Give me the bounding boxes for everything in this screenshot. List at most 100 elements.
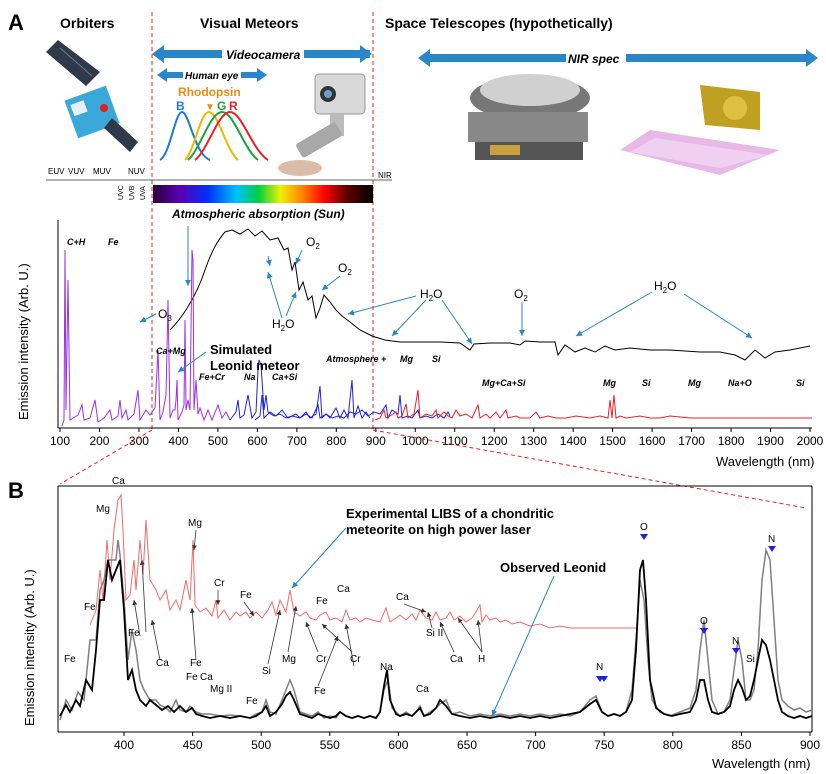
obs-label-fe-6: Fe (314, 686, 326, 697)
obs-label-cr-2: Cr (350, 654, 361, 665)
observed-pointer-arrow (491, 575, 555, 717)
label-h2o-2: H2O (420, 287, 442, 303)
obs-label-fe-4: Fe (186, 672, 198, 683)
obs-label-ca-3: Ca (416, 684, 429, 695)
videocamera-label: Videocamera (226, 48, 301, 62)
observed-element-labels: Fe Fe Ca Fe Ca Mg II Fe Fe Si Mg Cr Fe C… (64, 628, 485, 707)
panel-a-tick-label: 600 (247, 434, 267, 448)
libs-label-mg-1: Mg (96, 504, 110, 515)
zoom-line-right (372, 429, 807, 509)
panel-a-x-ticks: 100 200 300 400 500 600 700 800 900 1000 1100 1200 1… (50, 428, 824, 448)
libs-label-cr: Cr (214, 578, 225, 589)
panel-a-tick-label: 1800 (718, 434, 745, 448)
panel-b-tick-label: 550 (320, 738, 340, 752)
libs-label-mg-2: Mg (188, 518, 202, 529)
label-simulated-2: Leonid meteor (210, 358, 300, 373)
obs-label-mg: Mg (282, 654, 296, 665)
libs-label-1: Experimental LIBS of a chondritic (346, 506, 554, 521)
libs-pointer-arrow (291, 527, 347, 589)
panel-a-letter: A (8, 10, 24, 35)
obs-label-ca-2: Ca (200, 672, 213, 683)
blue-label-n-3: N (768, 534, 775, 545)
panel-b-tick-label: 450 (183, 738, 203, 752)
panel-a-tick-label: 1300 (520, 434, 547, 448)
band-uva: UVA (140, 186, 147, 200)
label-si-1: Si (432, 354, 441, 364)
panel-b-tick-label: 850 (731, 738, 751, 752)
obs-label-mg-ii: Mg II (210, 684, 232, 695)
panel-a-tick-label: 900 (366, 434, 386, 448)
panel-b-tick-label: 650 (457, 738, 477, 752)
nir-spec-arrow: NIR spec (418, 49, 818, 67)
obs-label-ca-4: Ca (450, 654, 463, 665)
obs-label-fe-5: Fe (246, 696, 258, 707)
obs-label-ca-1: Ca (156, 658, 169, 669)
libs-label-2: meteorite on high power laser (346, 522, 531, 537)
obs-label-cr-1: Cr (316, 654, 327, 665)
blue-marker-triangles (596, 534, 776, 682)
libs-label-ca: Ca (112, 476, 125, 487)
band-euv: EUV (48, 167, 65, 176)
rhodopsin-arrow-icon: ▼ (205, 102, 215, 113)
observed-black-curve (59, 559, 813, 720)
human-eye-label: Human eye (185, 71, 239, 82)
panel-a-tick-label: 1600 (639, 434, 666, 448)
panel-b-tick-label: 800 (663, 738, 683, 752)
libs-spectrum-curve (89, 493, 638, 629)
panel-b-pointer-arrows (132, 529, 483, 687)
libs-label-ca-2: Ca (337, 584, 350, 595)
obs-label-si-ii: Si II (426, 628, 443, 639)
panel-b-x-label: Wavelength (nm) (712, 756, 811, 771)
label-mg-1: Mg (400, 354, 413, 364)
panel-b-y-label: Emission intensity (Arb. U.) (22, 569, 37, 726)
panel-a-tick-label: 1100 (442, 434, 468, 448)
label-simulated-1: Simulated (210, 342, 272, 357)
label-h2o-3: H2O (654, 279, 676, 295)
zoom-line-left (59, 429, 153, 485)
label-si-3: Si (796, 378, 805, 388)
panel-a-tick-label: 100 (50, 434, 70, 448)
libs-label-fe-1: Fe (240, 590, 252, 601)
band-uvc: UVC (118, 185, 125, 200)
label-na-o: Na+O (728, 378, 752, 388)
obs-label-fe-1: Fe (64, 654, 76, 665)
libs-label-fe-2: Fe (84, 602, 96, 613)
nir-spec-label: NIR spec (568, 52, 620, 66)
panel-a-tick-label: 1500 (599, 434, 626, 448)
panel-a-y-label: Emission intensity (Arb. U.) (16, 263, 31, 420)
blue-element-labels: N O O N Si N (596, 522, 775, 673)
visible-spectrum-bar (153, 185, 373, 203)
videocamera-arrow: Videocamera (152, 45, 372, 63)
panel-a-pointer-arrows (139, 226, 753, 373)
panel-b-x-ticks: 400 450 500 550 600 650 700 750 800 850 900 (114, 732, 820, 752)
panel-a-tick-label: 200 (89, 434, 109, 448)
label-na: Na (244, 372, 256, 382)
label-ch: C+H (67, 237, 86, 247)
label-ca-si: Ca+Si (272, 372, 298, 382)
label-atmosphere: Atmosphere + (325, 354, 387, 364)
atmospheric-absorption-curve (169, 228, 811, 361)
header-orbiters: Orbiters (60, 15, 115, 31)
obs-label-fe-3: Fe (190, 658, 202, 669)
simulated-emission-red (374, 389, 812, 421)
panel-a-tick-label: 1400 (560, 434, 587, 448)
panel-a-tick-label: 700 (287, 434, 307, 448)
obs-label-fe-2: Fe (128, 628, 140, 639)
panel-b-tick-label: 750 (594, 738, 614, 752)
libs-label-ca-3: Ca (396, 592, 409, 603)
cone-b-label: B (176, 99, 185, 113)
band-nir: NIR (378, 171, 392, 180)
panel-a-tick-label: 400 (168, 434, 188, 448)
libs-label-fe-3: Fe (316, 596, 328, 607)
label-fe-cr: Fe+Cr (199, 372, 225, 382)
panel-a-tick-label: 800 (326, 434, 346, 448)
blue-label-o-1: O (640, 522, 648, 533)
libs-element-labels: Ca Mg Mg Cr Fe Fe Fe Ca Ca (84, 476, 409, 613)
panel-a-x-label: Wavelength (nm) (716, 454, 815, 469)
panel-a-tick-label: 1200 (481, 434, 508, 448)
blue-label-si: Si (746, 654, 755, 665)
observed-gray-curve (59, 539, 813, 721)
simulated-emission-purple (61, 249, 231, 427)
label-o2-c: O2 (514, 287, 528, 303)
obs-label-na: Na (380, 662, 393, 673)
